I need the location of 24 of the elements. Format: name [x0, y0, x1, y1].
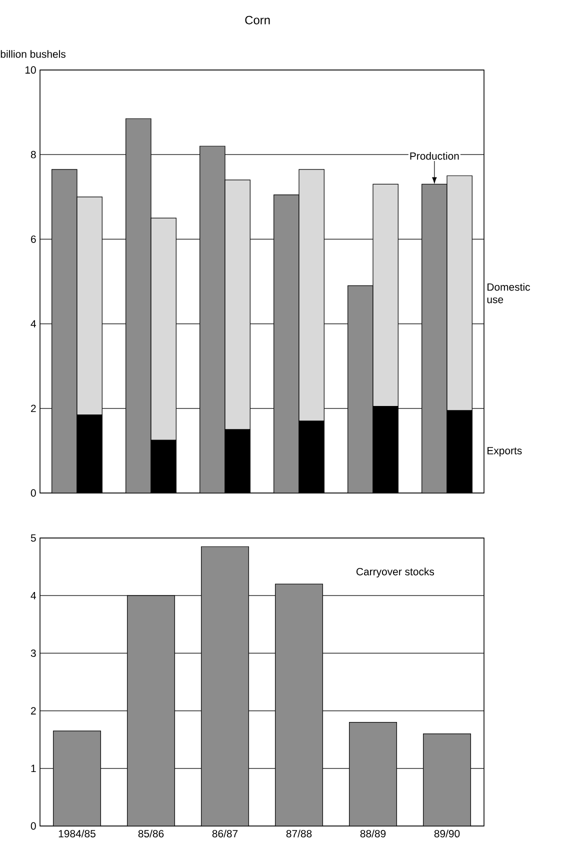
x-tick-label: 1984/85: [58, 830, 96, 838]
chart-title: Corn: [245, 16, 270, 24]
y-axis-title: billion bushels: [0, 50, 66, 58]
x-tick-label: 85/86: [138, 830, 164, 838]
y-tick-label: 10: [25, 66, 36, 74]
y-tick-label: 0: [30, 822, 36, 830]
y-tick-label: 4: [30, 320, 36, 328]
series-label: Exports: [488, 447, 522, 456]
y-tick-label: 6: [31, 235, 36, 243]
y-tick-label: 2: [31, 707, 36, 714]
y-tick-label: 4: [30, 592, 36, 600]
y-tick-label: 8: [30, 150, 36, 158]
y-tick-label: 5: [30, 534, 36, 542]
y-tick-label: 0: [30, 489, 36, 497]
text: Production: [410, 152, 459, 160]
y-tick-label: 2: [31, 404, 36, 412]
series-label: Domestic use: [487, 283, 530, 304]
x-tick-label: 89/90: [434, 830, 460, 838]
x-tick-label: 87/88: [286, 830, 312, 838]
text: Carryover stocks: [356, 568, 434, 578]
x-tick-label: 88/89: [360, 830, 386, 838]
y-tick-label: 3: [30, 650, 36, 657]
y-tick-label: 1: [31, 764, 36, 772]
x-tick-label: 86/87: [212, 830, 238, 838]
